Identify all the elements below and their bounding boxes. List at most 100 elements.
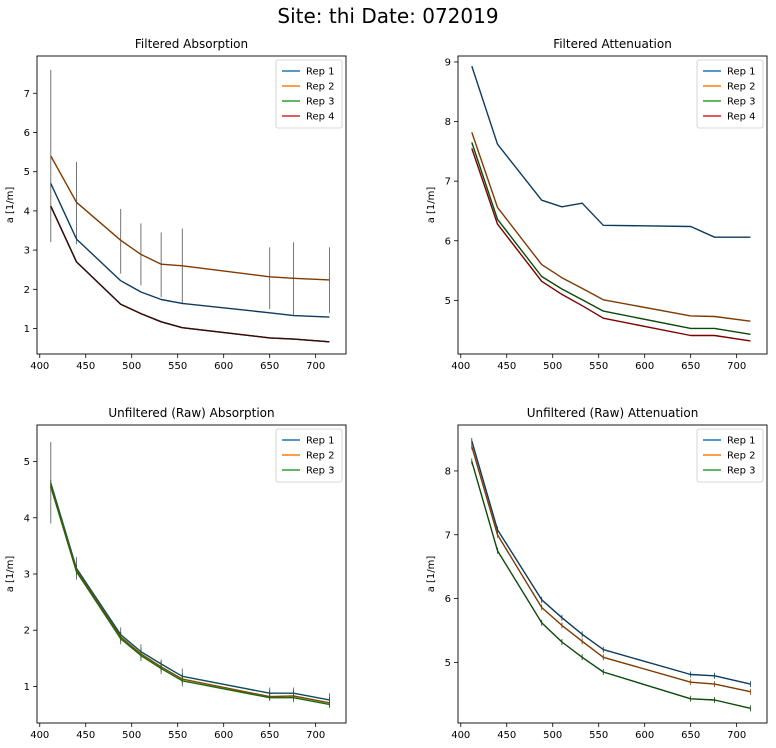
figure-suptitle: Site: thi Date: 072019 (277, 4, 498, 28)
y-axis-label: a [1/m] (5, 556, 16, 593)
y-tick-label: 5 (24, 167, 30, 178)
y-tick-label: 7 (445, 177, 451, 188)
series-line-rep-3 (50, 486, 330, 706)
x-tick-label: 550 (589, 730, 608, 741)
legend-label: Rep 3 (306, 97, 335, 108)
y-tick-label: 6 (445, 236, 451, 247)
x-tick-label: 550 (168, 730, 187, 741)
y-tick-label: 5 (445, 296, 451, 307)
y-tick-label: 8 (445, 117, 451, 128)
legend-box (696, 428, 764, 483)
y-tick-label: 1 (24, 324, 30, 335)
series-line-rep-3 (471, 461, 751, 709)
x-tick-label: 500 (122, 361, 141, 372)
x-tick-label: 400 (30, 361, 49, 372)
y-tick-label: 3 (24, 246, 30, 257)
legend-box (275, 59, 343, 129)
legend-label: Rep 2 (306, 451, 335, 462)
x-tick-label: 700 (727, 361, 746, 372)
legend-box (696, 59, 764, 129)
x-tick-label: 650 (681, 361, 700, 372)
y-tick-label: 5 (24, 457, 30, 468)
y-tick-label: 7 (445, 530, 451, 541)
chart-1: Filtered Absorption a [1/m] 400 450 500 550 60… (5, 37, 347, 372)
chart-title: Filtered Absorption (135, 37, 248, 51)
series-line-rep-3 (50, 205, 330, 343)
legend-label: Rep 4 (727, 112, 756, 123)
series-line-rep-1 (50, 183, 330, 318)
x-tick-label: 400 (451, 730, 470, 741)
legend: Rep 1 Rep 2 Rep 3 (696, 428, 764, 483)
legend-label: Rep 3 (727, 97, 756, 108)
series-line-rep-3 (471, 142, 751, 335)
x-tick-label: 450 (497, 730, 516, 741)
y-tick-label: 4 (24, 513, 30, 524)
y-axis-label: a [1/m] (426, 556, 437, 593)
legend-label: Rep 1 (727, 436, 756, 447)
legend: Rep 1 Rep 2 Rep 3 (275, 428, 343, 483)
series-line-rep-1 (50, 482, 330, 701)
x-tick-label: 550 (589, 361, 608, 372)
chart-title: Unfiltered (Raw) Absorption (108, 406, 274, 420)
legend: Rep 1 Rep 2 Rep 3 Rep 4 (696, 59, 764, 129)
y-tick-label: 2 (24, 285, 30, 296)
chart-title: Unfiltered (Raw) Attenuation (527, 406, 699, 420)
legend-label: Rep 3 (727, 466, 756, 477)
y-tick-label: 7 (24, 89, 30, 100)
x-tick-label: 650 (260, 361, 279, 372)
y-tick-label: 3 (24, 570, 30, 581)
legend-label: Rep 2 (727, 451, 756, 462)
x-tick-label: 600 (635, 361, 654, 372)
x-tick-label: 700 (306, 361, 325, 372)
legend-label: Rep 3 (306, 466, 335, 477)
x-tick-label: 450 (497, 361, 516, 372)
x-tick-label: 400 (30, 730, 49, 741)
x-tick-label: 650 (260, 730, 279, 741)
series-line-rep-2 (471, 132, 751, 322)
series-line-rep-4 (50, 205, 330, 343)
legend-label: Rep 2 (727, 82, 756, 93)
x-tick-label: 600 (635, 730, 654, 741)
y-tick-label: 1 (24, 682, 30, 693)
axes-frame (457, 424, 768, 724)
y-tick-label: 8 (445, 466, 451, 477)
x-tick-label: 600 (214, 730, 233, 741)
legend-label: Rep 4 (306, 112, 335, 123)
axes-frame (36, 55, 347, 355)
x-tick-label: 550 (168, 361, 187, 372)
series-line-rep-2 (50, 484, 330, 704)
x-tick-label: 700 (306, 730, 325, 741)
axes-frame (36, 424, 347, 724)
x-tick-label: 700 (727, 730, 746, 741)
series-line-rep-1 (471, 65, 751, 238)
x-tick-label: 400 (451, 361, 470, 372)
legend-label: Rep 1 (306, 436, 335, 447)
legend-label: Rep 1 (306, 67, 335, 78)
y-tick-label: 9 (445, 57, 451, 68)
y-tick-label: 5 (445, 658, 451, 669)
y-axis-label: a [1/m] (5, 187, 16, 224)
legend-label: Rep 1 (727, 67, 756, 78)
x-tick-label: 450 (76, 730, 95, 741)
x-tick-label: 600 (214, 361, 233, 372)
axes-frame (457, 55, 768, 355)
y-tick-label: 4 (24, 206, 30, 217)
x-tick-label: 500 (122, 730, 141, 741)
y-axis-label: a [1/m] (426, 187, 437, 224)
series-line-rep-4 (471, 148, 751, 342)
series-line-rep-2 (471, 446, 751, 693)
x-tick-label: 500 (543, 361, 562, 372)
x-tick-label: 450 (76, 361, 95, 372)
y-tick-label: 6 (24, 128, 30, 139)
legend-box (275, 428, 343, 483)
y-tick-label: 2 (24, 626, 30, 637)
chart-2: Filtered Attenuation a [1/m] 400 450 500 550 6… (426, 37, 768, 372)
y-tick-label: 6 (445, 594, 451, 605)
x-tick-label: 500 (543, 730, 562, 741)
chart-title: Filtered Attenuation (553, 37, 672, 51)
series-line-rep-2 (50, 155, 330, 281)
legend: Rep 1 Rep 2 Rep 3 Rep 4 (275, 59, 343, 129)
